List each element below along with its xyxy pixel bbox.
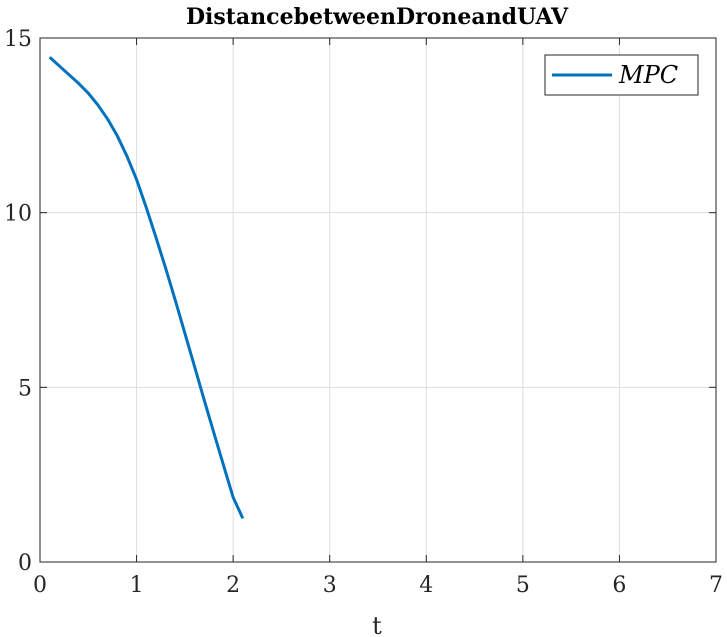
x-tick-label: 5: [516, 573, 530, 598]
y-tick-label: 10: [4, 202, 32, 227]
x-axis-label: t: [372, 612, 382, 637]
y-tick-label: 15: [4, 27, 32, 52]
legend: MPC: [544, 54, 699, 96]
y-tick-label: 0: [18, 551, 32, 576]
plot-area-frame: [39, 37, 717, 563]
x-tick-label: 4: [419, 573, 433, 598]
series-line-mpc: [48, 56, 245, 519]
x-tick-label: 6: [612, 573, 626, 598]
x-tick-label: 3: [323, 573, 337, 598]
series-layer: [48, 56, 245, 519]
chart-title: DistancebetweenDroneandUAV: [186, 4, 569, 30]
y-tick-labels: 0 5 10 15: [4, 27, 32, 576]
x-tick-label: 1: [130, 573, 144, 598]
legend-entry-mpc: MPC: [618, 61, 678, 89]
x-tick-label: 2: [226, 573, 240, 598]
y-tick-label: 5: [18, 376, 32, 401]
x-tick-label: 7: [709, 573, 723, 598]
x-tick-labels: 0 1 2 3 4 5 6 7: [33, 573, 723, 598]
x-tick-label: 0: [33, 573, 47, 598]
